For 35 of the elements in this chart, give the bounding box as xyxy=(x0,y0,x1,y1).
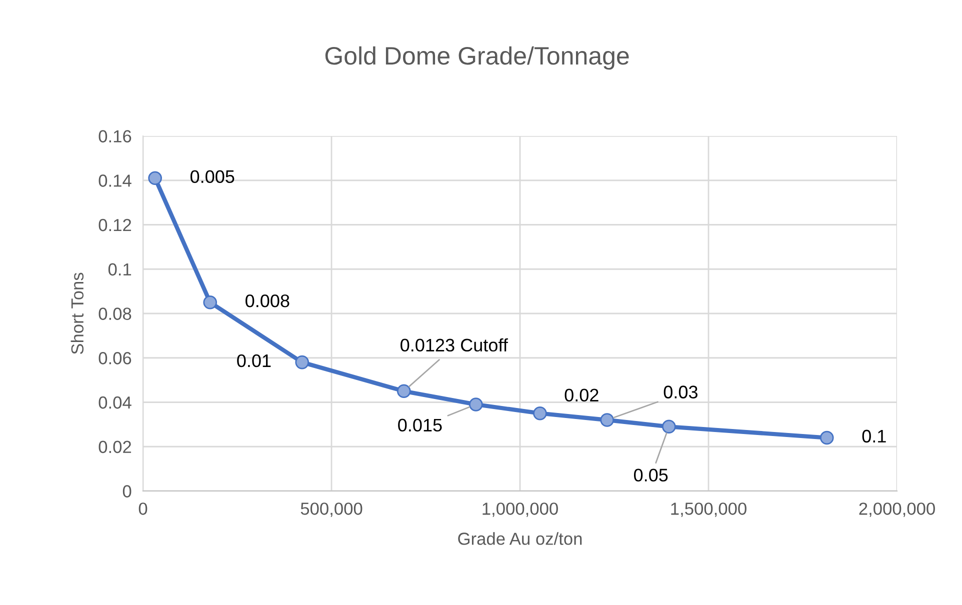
annotation: 0.05 xyxy=(634,468,668,482)
y-axis-title: Short Tons xyxy=(70,272,84,354)
y-tick-label: 0.08 xyxy=(98,308,132,320)
chart-title: Gold Dome Grade/Tonnage xyxy=(325,46,629,70)
y-tick-label: 0.16 xyxy=(98,130,132,142)
annotation: 0.02 xyxy=(564,388,598,402)
annotation: 0.01 xyxy=(237,354,271,368)
point xyxy=(295,355,309,370)
point xyxy=(820,430,834,445)
x-tick-label: 500,000 xyxy=(300,502,362,517)
y-tick-label: 0.04 xyxy=(98,396,132,409)
x-tick-label: 1,000,000 xyxy=(482,502,558,517)
point xyxy=(396,384,411,398)
y-tick-label: 0.02 xyxy=(98,440,132,454)
annotation: 0.008 xyxy=(246,294,290,308)
x-axis-title: Grade Au oz/ton xyxy=(458,532,582,545)
x-tick-label: 1,500,000 xyxy=(671,502,746,517)
annotation: 0.0123 Cutoff xyxy=(400,338,508,352)
point xyxy=(600,413,614,427)
y-tick-label: 0.14 xyxy=(98,174,132,187)
x-tick-label: 2,000,000 xyxy=(859,502,935,517)
point xyxy=(533,406,547,420)
y-tick-label: 0.06 xyxy=(98,352,132,364)
annotation: 0.03 xyxy=(664,386,698,398)
point xyxy=(662,420,676,434)
point xyxy=(148,171,162,186)
annotation: 0.015 xyxy=(398,418,442,432)
point xyxy=(468,398,483,412)
y-tick-label: 0.12 xyxy=(98,218,132,232)
y-tick-label: 0.1 xyxy=(108,263,132,276)
point xyxy=(203,296,218,310)
annotation: 0.1 xyxy=(862,430,886,443)
x-tick-label: 0 xyxy=(138,502,148,515)
annotation: 0.005 xyxy=(190,170,234,184)
y-tick-label: 0 xyxy=(122,485,132,498)
